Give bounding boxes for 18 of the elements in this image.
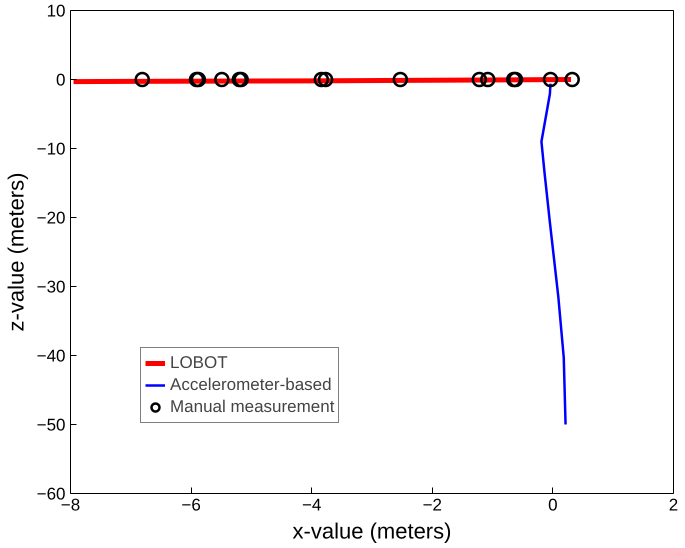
y-tick-label: −30 <box>36 278 66 296</box>
x-tick-label: 2 <box>668 496 678 514</box>
legend-label: Manual measurement <box>170 396 334 418</box>
y-tick-label: 10 <box>46 2 66 20</box>
legend-label: Accelerometer-based <box>170 374 332 396</box>
x-tick-label: 0 <box>548 496 558 514</box>
x-axis-title: x-value (meters) <box>292 518 452 544</box>
line-series <box>540 82 567 426</box>
legend-label: LOBOT <box>170 352 228 374</box>
x-tick-label: −2 <box>422 496 442 514</box>
y-tick-label: 0 <box>56 70 66 90</box>
x-tick-label: −4 <box>302 496 322 514</box>
y-tick-label: −10 <box>36 140 66 158</box>
y-tick-label: −50 <box>36 416 66 434</box>
x-tick-label: −6 <box>181 496 201 514</box>
y-tick-label: −20 <box>36 208 66 228</box>
y-axis-title: z-value (meters) <box>4 172 29 332</box>
y-tick-label: −40 <box>36 346 66 366</box>
